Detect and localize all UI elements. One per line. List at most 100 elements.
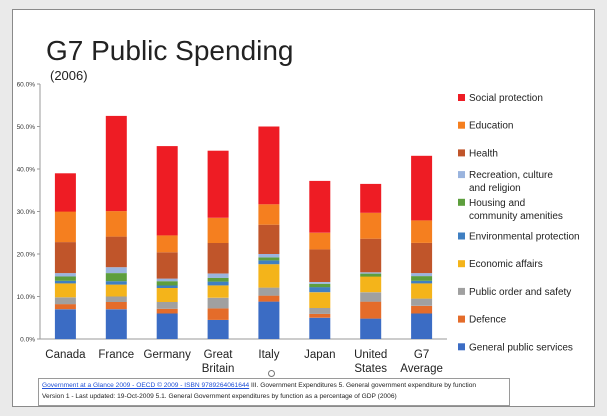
bar-segment bbox=[207, 242, 229, 274]
bar-segment bbox=[207, 150, 229, 218]
bar-segment bbox=[105, 284, 127, 297]
bar-segment bbox=[54, 283, 76, 298]
x-tick-label: Great bbox=[204, 349, 234, 361]
bar-segment bbox=[309, 317, 331, 340]
bar-segment bbox=[105, 296, 127, 302]
bar-segment bbox=[105, 211, 127, 237]
legend-swatch bbox=[458, 260, 465, 268]
bar-segment bbox=[156, 146, 178, 236]
bar-segment bbox=[411, 313, 433, 339]
bar-segment bbox=[360, 212, 382, 239]
bar-segment bbox=[411, 298, 433, 306]
bar-segment bbox=[54, 211, 76, 243]
bar-segment bbox=[411, 155, 433, 221]
x-tick-label: Japan bbox=[304, 349, 335, 361]
bar-segment bbox=[207, 285, 229, 298]
bar-segment bbox=[207, 308, 229, 320]
bar-segment bbox=[54, 304, 76, 310]
axes: 0.0% 10.0% 20.0% 30.0% 40.0% 50.0% 60.0% Canada… bbox=[17, 82, 447, 375]
y-tick-label: 20.0% bbox=[17, 252, 36, 259]
bar-segment bbox=[411, 305, 433, 314]
y-tick-label: 10.0% bbox=[17, 294, 36, 301]
bar-segment bbox=[309, 249, 331, 282]
bar-segment bbox=[360, 238, 382, 273]
legend-label: General public services bbox=[469, 342, 573, 353]
bar-segment bbox=[258, 295, 280, 302]
caption-selection-box[interactable] bbox=[38, 378, 510, 406]
y-tick-label: 40.0% bbox=[17, 167, 36, 174]
x-tick-label: States bbox=[354, 363, 387, 375]
legend-label: Housing and bbox=[469, 198, 525, 209]
bar-segment bbox=[411, 242, 433, 274]
bar-segment bbox=[156, 278, 178, 282]
bar-segment bbox=[105, 281, 127, 285]
y-tick-label: 50.0% bbox=[17, 124, 36, 131]
bar-segment bbox=[105, 115, 127, 212]
chart-subtitle: (2006) bbox=[50, 68, 88, 83]
bar-segment bbox=[156, 285, 178, 288]
legend-label: Health bbox=[469, 148, 498, 159]
bar-segment bbox=[156, 308, 178, 314]
chart-title: G7 Public Spending bbox=[46, 35, 294, 66]
x-tick-label: Canada bbox=[45, 349, 86, 361]
legend-label: community amenities bbox=[469, 211, 563, 222]
bar-segment bbox=[309, 282, 331, 284]
x-tick-label: France bbox=[98, 349, 134, 361]
bar-segment bbox=[309, 308, 331, 314]
legend-label: and religion bbox=[469, 183, 521, 194]
x-tick-label: Britain bbox=[202, 363, 235, 375]
bar-segment bbox=[156, 313, 178, 339]
bars bbox=[54, 115, 433, 340]
legend-swatch bbox=[458, 198, 465, 206]
bar-segment bbox=[309, 292, 331, 308]
bar-segment bbox=[54, 309, 76, 340]
legend-label: Recreation, culture bbox=[469, 170, 553, 181]
bar-segment bbox=[105, 236, 127, 268]
bar-segment bbox=[156, 252, 178, 279]
y-tick-label: 0.0% bbox=[20, 337, 35, 344]
bar-segment bbox=[360, 318, 382, 339]
bar-segment bbox=[105, 267, 127, 274]
legend-label: Education bbox=[469, 121, 513, 132]
bar-segment bbox=[156, 288, 178, 302]
bar-segment bbox=[54, 276, 76, 281]
bar-segment bbox=[360, 272, 382, 274]
bar-segment bbox=[156, 281, 178, 286]
caption-line1-text: III. Government Expenditures 5. General … bbox=[249, 382, 477, 389]
bar-segment bbox=[207, 281, 229, 286]
bar-segment bbox=[411, 280, 433, 284]
legend-swatch bbox=[458, 287, 465, 295]
source-link[interactable]: Government at a Glance 2009 - OECD © 200… bbox=[42, 382, 250, 389]
rotate-handle-icon[interactable] bbox=[268, 370, 275, 377]
bar-segment bbox=[54, 173, 76, 212]
bar-segment bbox=[309, 283, 331, 288]
legend-swatch bbox=[458, 121, 465, 129]
bar-segment bbox=[54, 242, 76, 274]
legend-label: Environmental protection bbox=[469, 232, 580, 243]
bar-segment bbox=[105, 273, 127, 282]
bar-segment bbox=[54, 273, 76, 277]
bar-segment bbox=[207, 277, 229, 282]
legend-label: Economic affairs bbox=[469, 259, 543, 270]
bar-segment bbox=[156, 235, 178, 253]
bar-segment bbox=[360, 276, 382, 293]
bar-segment bbox=[54, 280, 76, 284]
legend-swatch bbox=[458, 171, 465, 179]
bar-segment bbox=[258, 126, 280, 205]
x-tick-label: Italy bbox=[258, 349, 279, 361]
legend-label: Social protection bbox=[469, 93, 543, 104]
bar-segment bbox=[258, 254, 280, 258]
bar-segment bbox=[309, 287, 331, 293]
bar-segment bbox=[258, 264, 280, 288]
legend-swatch bbox=[458, 232, 465, 240]
bar-segment bbox=[309, 180, 331, 233]
bar-segment bbox=[258, 204, 280, 225]
bar-segment bbox=[207, 273, 229, 278]
bar-segment bbox=[258, 301, 280, 339]
bar-segment bbox=[156, 302, 178, 309]
bar-segment bbox=[207, 319, 229, 339]
bar-segment bbox=[309, 313, 331, 318]
bar-segment bbox=[360, 301, 382, 319]
bar-segment bbox=[309, 232, 331, 250]
